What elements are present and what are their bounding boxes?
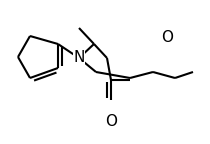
Text: N: N xyxy=(73,51,85,66)
Text: O: O xyxy=(161,31,173,46)
Text: O: O xyxy=(105,114,117,129)
